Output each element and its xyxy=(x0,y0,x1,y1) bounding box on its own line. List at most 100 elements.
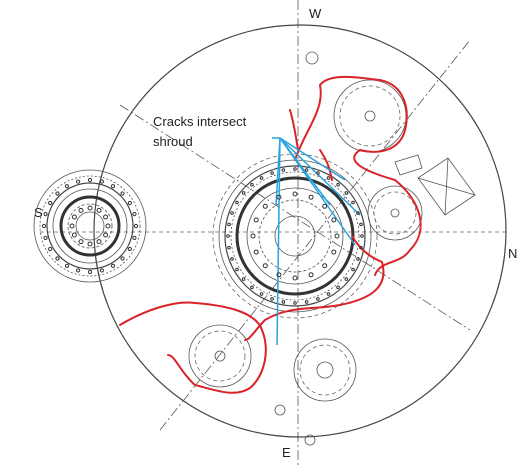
bolt-hole xyxy=(292,191,298,197)
line-work xyxy=(194,330,246,382)
line-work xyxy=(293,338,357,402)
bolt-hole xyxy=(120,191,125,196)
direction-label: S xyxy=(34,205,43,220)
line-work xyxy=(258,199,332,273)
bolt-hole xyxy=(227,222,231,227)
bolt-hole xyxy=(105,223,111,229)
bolt-hole xyxy=(250,285,254,290)
line-work xyxy=(274,404,286,416)
bolt-hole xyxy=(132,235,137,241)
line-work xyxy=(67,203,113,249)
bolt-hole xyxy=(96,207,102,213)
bolt-hole xyxy=(87,205,93,211)
line-work xyxy=(230,171,360,301)
bolt-hole xyxy=(304,168,309,172)
small-nozzle xyxy=(274,51,319,446)
line-work xyxy=(244,235,385,341)
bolt-hole xyxy=(336,285,340,290)
bolt-hole xyxy=(316,171,320,175)
direction-label: W xyxy=(309,6,322,21)
bolt-hole xyxy=(322,203,328,209)
diagonal-centerline xyxy=(119,104,471,331)
bolt-hole xyxy=(110,184,116,189)
line-work xyxy=(274,215,316,257)
bolt-hole xyxy=(55,191,60,196)
bolt-hole xyxy=(99,268,105,273)
annotation-leaders xyxy=(272,137,361,346)
bolt-hole xyxy=(281,168,286,172)
line-work xyxy=(279,137,361,216)
bolt-hole xyxy=(308,194,314,200)
bolt-hole xyxy=(71,232,77,238)
line-work xyxy=(279,137,346,181)
bolt-hole xyxy=(64,263,70,268)
bolt-hole xyxy=(78,239,84,245)
direction-label: E xyxy=(282,445,291,460)
bolt-hole xyxy=(127,246,132,252)
line-work xyxy=(305,51,319,65)
bolt-hole xyxy=(344,191,349,195)
bolt-hole xyxy=(55,256,60,261)
line-work xyxy=(373,191,417,235)
bolt-hole xyxy=(359,222,363,227)
bolt-hole xyxy=(308,272,314,278)
bolt-hole xyxy=(87,241,93,247)
bolt-hole xyxy=(110,263,116,268)
line-work xyxy=(333,79,407,153)
bolt-hole xyxy=(250,182,254,187)
left-flange xyxy=(33,169,147,283)
bolt-hole xyxy=(336,182,340,187)
bolt-hole xyxy=(235,200,239,205)
bolt-hole xyxy=(281,300,286,304)
bolt-hole xyxy=(41,223,47,229)
bolt-hole xyxy=(96,239,102,245)
line-work xyxy=(59,195,121,257)
line-work xyxy=(304,434,316,446)
line-work xyxy=(119,301,267,394)
bolt-hole xyxy=(356,257,360,261)
bolt-hole xyxy=(75,268,81,273)
bolt-hole xyxy=(331,249,337,255)
nozzle xyxy=(367,185,423,241)
bolt-hole xyxy=(78,207,84,213)
vessel-outline xyxy=(93,24,507,438)
bolt-hole xyxy=(326,176,331,180)
annotation-text: shroud xyxy=(153,134,193,149)
bolt-hole xyxy=(253,217,259,223)
bolt-hole xyxy=(120,256,125,261)
line-work xyxy=(214,350,226,362)
bolt-hole xyxy=(127,200,132,206)
bolt-hole xyxy=(99,179,105,184)
bolt-hole xyxy=(326,292,331,296)
bolt-hole xyxy=(276,194,282,200)
line-work xyxy=(276,137,281,346)
line-work xyxy=(294,75,422,276)
bolt-hole xyxy=(48,246,53,252)
bolt-hole xyxy=(359,245,363,250)
line-work xyxy=(224,165,366,307)
bolt-hole xyxy=(230,257,234,261)
line-work xyxy=(319,149,333,181)
bolt-hole xyxy=(262,203,268,209)
line-work xyxy=(394,154,423,176)
line-work xyxy=(212,153,378,319)
line-work xyxy=(289,109,299,151)
line-work xyxy=(390,208,400,218)
bolt-hole xyxy=(132,211,137,217)
bolt-hole xyxy=(322,263,328,269)
line-work xyxy=(339,85,401,147)
bolt-hole xyxy=(344,277,349,281)
crack-indications xyxy=(119,75,422,394)
line-work xyxy=(39,175,141,277)
line-work xyxy=(444,157,449,216)
bolt-hole xyxy=(87,269,93,275)
bolt-hole xyxy=(87,177,93,183)
nozzle xyxy=(188,324,252,388)
line-work xyxy=(33,169,147,283)
bolt-hole xyxy=(304,300,309,304)
bolt-hole xyxy=(293,167,297,171)
bolt-hole xyxy=(360,234,364,238)
diagonal-centerline xyxy=(159,39,471,431)
